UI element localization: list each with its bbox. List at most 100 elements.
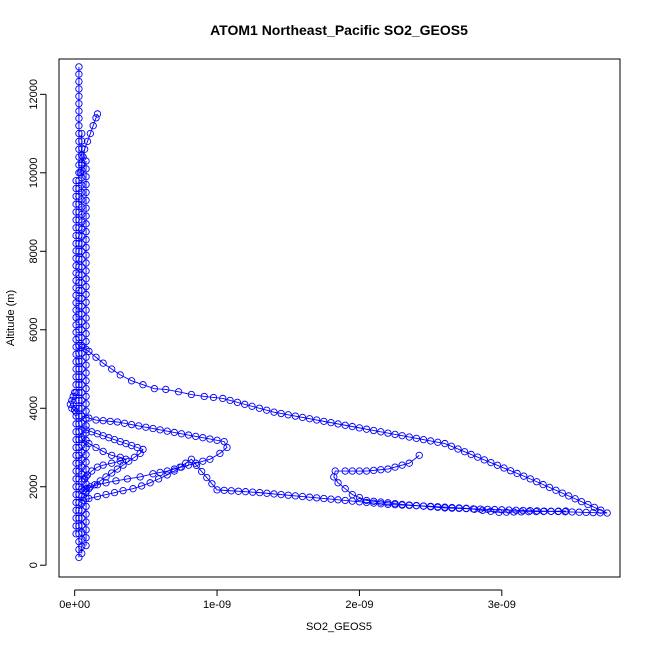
data-point <box>82 392 90 401</box>
data-point <box>565 492 573 500</box>
data-point <box>547 507 555 515</box>
data-point <box>82 534 90 542</box>
data-point <box>72 284 80 292</box>
data-point <box>213 486 221 494</box>
data-point <box>82 384 90 393</box>
data-point <box>200 392 208 401</box>
data-point <box>270 490 278 498</box>
y-tick-label: 2000 <box>28 475 40 499</box>
data-point <box>72 514 80 522</box>
data-point <box>341 496 349 505</box>
data-point <box>291 492 300 500</box>
data-point <box>85 494 93 503</box>
data-point <box>136 449 144 458</box>
data-point <box>398 501 406 509</box>
data-point <box>78 255 86 263</box>
data-point <box>206 455 214 463</box>
data-point <box>72 224 80 232</box>
data-point <box>72 192 80 201</box>
data-point <box>355 467 364 475</box>
data-point <box>384 500 392 509</box>
data-point <box>82 330 90 338</box>
data-point <box>72 321 80 329</box>
data-point <box>82 275 90 283</box>
data-point <box>75 77 83 86</box>
data-point <box>72 176 80 185</box>
data-point <box>72 373 80 381</box>
data-point <box>170 428 178 437</box>
data-point <box>82 204 90 212</box>
data-point <box>75 70 83 78</box>
data-point <box>78 349 86 357</box>
data-point <box>82 306 90 314</box>
data-point <box>355 493 364 502</box>
y-tick-label: 8000 <box>28 239 40 263</box>
data-point <box>72 291 80 299</box>
data-point <box>75 63 83 71</box>
data-point <box>72 247 80 255</box>
data-point <box>78 456 86 464</box>
data-point <box>156 426 164 434</box>
data-point <box>213 436 221 444</box>
data-point <box>78 129 86 138</box>
data-point <box>72 522 80 530</box>
data-point <box>519 506 527 515</box>
data-point <box>582 508 590 517</box>
data-point <box>305 493 314 501</box>
data-point <box>72 306 80 314</box>
data-point <box>78 174 86 182</box>
data-point <box>233 398 242 407</box>
series-line <box>79 113 98 173</box>
data-point <box>78 463 86 471</box>
data-point <box>72 216 80 224</box>
data-point <box>116 457 124 465</box>
data-point <box>106 417 114 425</box>
data-point <box>320 494 328 503</box>
data-point <box>108 365 116 373</box>
data-point <box>355 424 364 432</box>
data-point <box>72 350 80 358</box>
data-point <box>415 451 423 459</box>
data-point <box>82 429 90 437</box>
data-point <box>520 472 528 480</box>
data-point <box>66 400 75 408</box>
data-point <box>102 490 110 499</box>
data-point <box>208 480 216 488</box>
data-point <box>92 353 100 361</box>
data-point <box>82 472 90 481</box>
data-point <box>78 373 86 381</box>
data-point <box>327 495 335 503</box>
data-point <box>72 498 80 507</box>
data-point <box>487 458 495 467</box>
data-point <box>182 459 190 467</box>
data-point <box>506 467 515 475</box>
data-point <box>82 173 90 181</box>
data-point <box>362 496 371 505</box>
data-point <box>398 432 406 440</box>
data-point <box>72 459 80 467</box>
x-tick-label: 0e+00 <box>59 599 90 611</box>
data-point <box>78 196 86 204</box>
data-point <box>82 251 90 259</box>
data-point <box>575 508 583 516</box>
data-point <box>80 475 89 483</box>
data-point <box>348 422 356 431</box>
data-point <box>227 487 235 495</box>
data-point <box>93 463 102 471</box>
data-point <box>72 490 80 499</box>
data-point <box>78 435 86 444</box>
data-point <box>448 503 456 512</box>
data-point <box>370 466 378 475</box>
data-point <box>96 477 104 485</box>
data-point <box>539 480 547 489</box>
data-point <box>86 129 94 138</box>
data-point <box>320 417 328 425</box>
data-point <box>78 535 86 543</box>
data-point <box>82 353 90 361</box>
data-point <box>426 437 435 445</box>
data-point <box>155 475 163 483</box>
data-point <box>72 428 80 436</box>
data-point <box>82 377 90 385</box>
data-point <box>71 388 79 397</box>
data-point <box>502 508 511 516</box>
